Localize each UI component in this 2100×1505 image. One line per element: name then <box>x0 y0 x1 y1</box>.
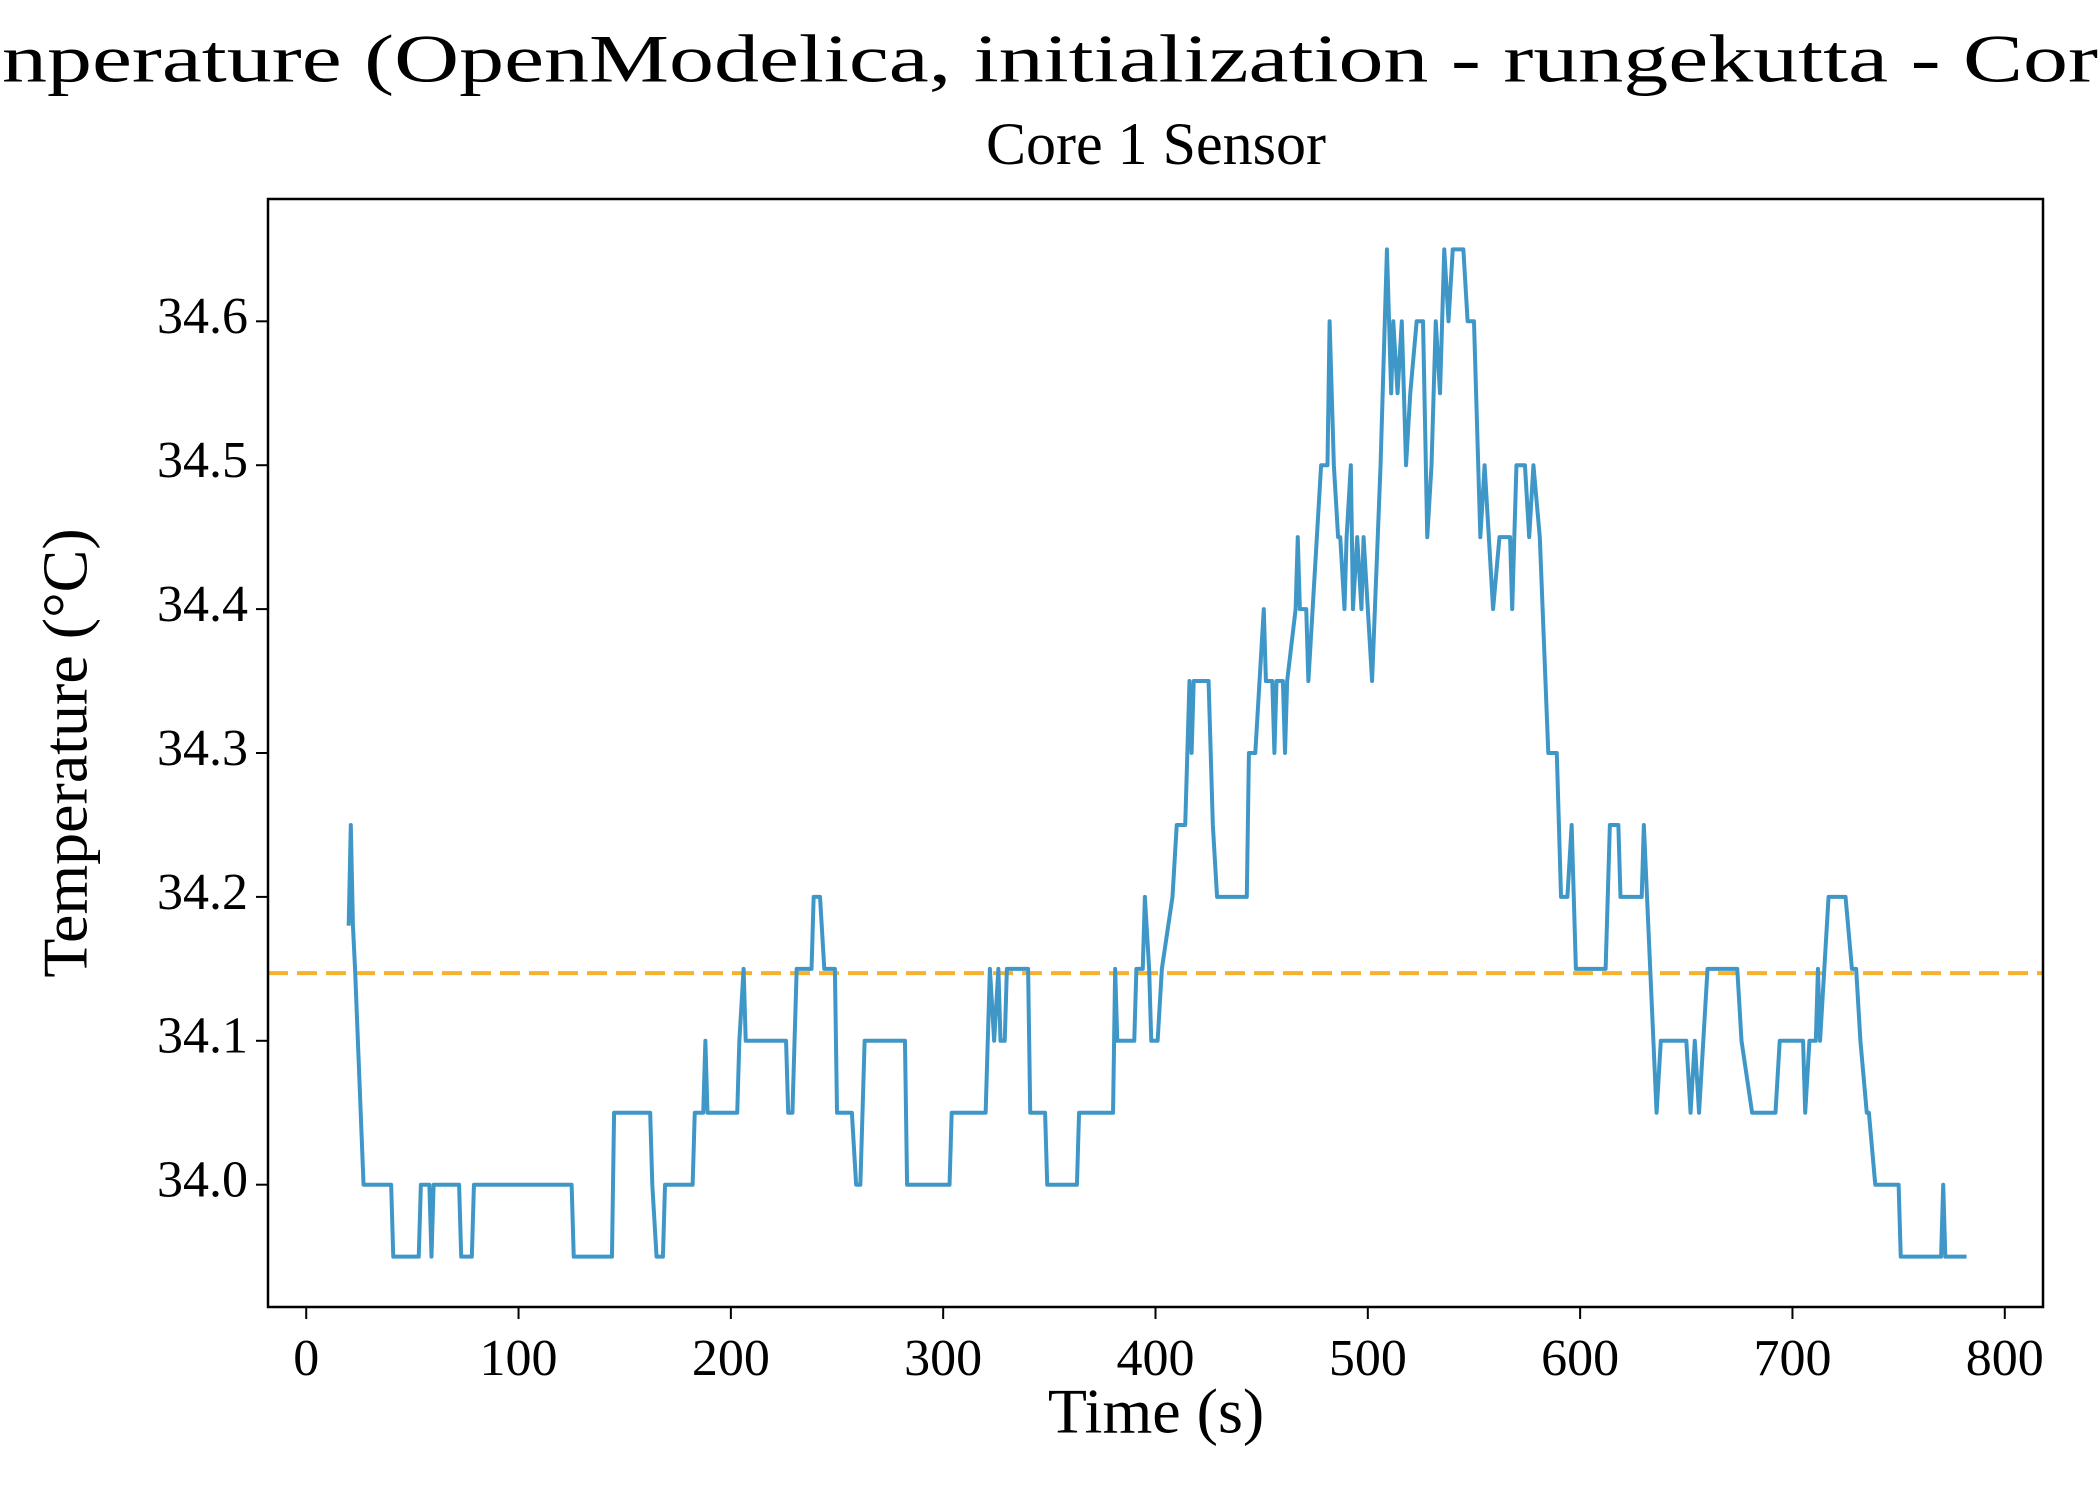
y-tick-label: 34.4 <box>157 576 248 633</box>
x-tick-label: 300 <box>904 1330 982 1387</box>
y-tick-label: 34.6 <box>157 288 248 345</box>
y-tick-label: 34.0 <box>157 1152 248 1209</box>
plot-frame <box>266 197 2045 1309</box>
x-tick-label: 600 <box>1541 1330 1619 1387</box>
x-axis-label: Time (s) <box>1048 1376 1264 1447</box>
x-tick-label: 700 <box>1753 1330 1831 1387</box>
data-line <box>346 247 1967 1259</box>
y-tick-label: 34.1 <box>157 1008 248 1065</box>
y-axis-label: Temperature (°C) <box>30 528 101 977</box>
y-tick-label: 34.5 <box>157 432 248 489</box>
chart-title: nperature (OpenModelica, initialization … <box>2 21 2098 97</box>
y-tick-label: 34.3 <box>157 720 248 777</box>
x-tick-label: 800 <box>1966 1330 2044 1387</box>
x-tick-label: 500 <box>1329 1330 1407 1387</box>
x-tick-label: 400 <box>1117 1330 1195 1387</box>
x-tick-label: 100 <box>480 1330 558 1387</box>
y-tick-label: 34.2 <box>157 864 248 921</box>
x-tick-label: 200 <box>692 1330 770 1387</box>
x-tick-label: 0 <box>293 1330 319 1387</box>
chart-subtitle: Core 1 Sensor <box>986 111 1326 177</box>
